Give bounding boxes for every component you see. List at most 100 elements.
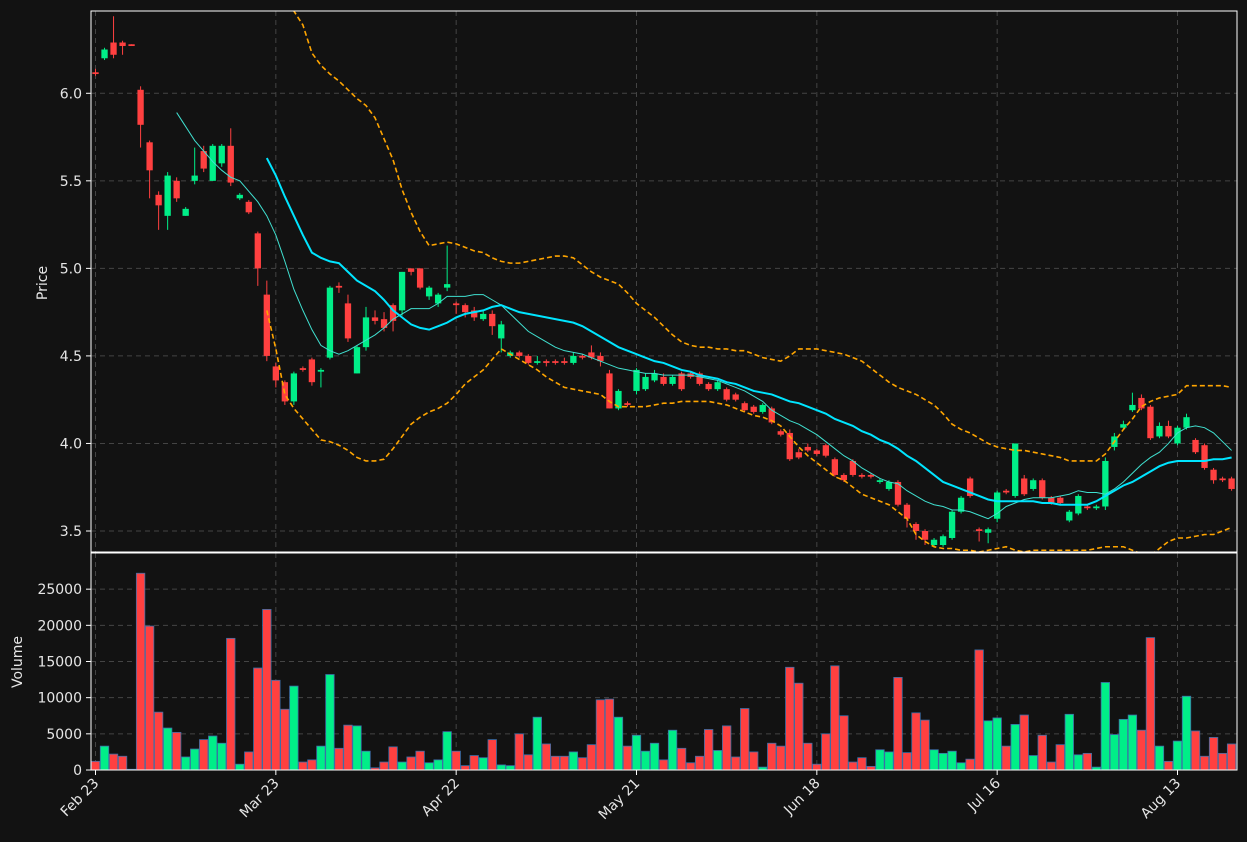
volume-bar xyxy=(226,637,236,771)
volume-bar xyxy=(577,757,588,771)
candle-body xyxy=(489,313,496,327)
candle-body xyxy=(840,474,848,481)
candle-body xyxy=(462,305,469,313)
candle-body xyxy=(92,72,99,75)
volume-bar xyxy=(821,733,831,771)
candle-body xyxy=(326,287,334,358)
overlay-line xyxy=(176,112,1232,520)
candle-body xyxy=(434,294,442,304)
volume-bar xyxy=(99,745,110,771)
candle-body xyxy=(1129,404,1136,411)
candle-body xyxy=(1057,497,1064,503)
candle-body xyxy=(994,492,1001,519)
volume-bar xyxy=(749,751,759,771)
candle-body xyxy=(921,530,929,540)
price-frame xyxy=(90,10,1238,553)
candle-body xyxy=(606,373,613,409)
candle-body xyxy=(227,145,234,183)
candle-body xyxy=(236,194,243,199)
volume-bar xyxy=(1154,745,1165,771)
candle-body xyxy=(1147,406,1154,439)
candle-body xyxy=(525,355,532,363)
volume-bar xyxy=(1118,718,1129,771)
candle-body xyxy=(678,373,685,390)
candle-body xyxy=(380,319,388,328)
volume-bar xyxy=(550,755,560,771)
candle-body xyxy=(894,481,902,505)
candle-body xyxy=(1084,506,1091,509)
candle-body xyxy=(1093,506,1100,509)
candle-body xyxy=(1165,425,1172,437)
candle-body xyxy=(867,474,875,477)
volume-tick-label: 15000 xyxy=(37,655,82,671)
candle-body xyxy=(786,432,793,460)
volume-tick-label: 25000 xyxy=(37,582,82,598)
candle-body xyxy=(804,446,811,451)
candle-body xyxy=(453,303,460,306)
candle-body xyxy=(822,445,830,456)
candle-body xyxy=(1102,460,1109,507)
volume-bar xyxy=(902,752,912,771)
volume-bar xyxy=(1064,713,1074,771)
volume-bar xyxy=(586,744,597,771)
overlay-line xyxy=(293,11,1232,462)
volume-bar xyxy=(658,759,669,771)
candle-body xyxy=(1183,417,1190,428)
volume-bar xyxy=(478,757,488,771)
volume-bar xyxy=(803,742,813,771)
candle-body xyxy=(146,142,153,171)
volume-bar xyxy=(956,762,966,771)
volume-bar xyxy=(1028,755,1038,771)
volume-bar xyxy=(451,750,461,771)
volume-bar xyxy=(181,756,191,771)
volume-bar xyxy=(722,725,732,771)
candle-body xyxy=(191,175,198,181)
candle-body xyxy=(471,310,478,318)
volume-bar xyxy=(523,754,533,771)
candle-body xyxy=(128,44,135,47)
candle-body xyxy=(741,403,748,411)
candle-body xyxy=(1201,445,1208,468)
volume-bar xyxy=(1145,637,1156,771)
candle-body xyxy=(1228,478,1235,489)
volume-bar xyxy=(117,755,128,771)
candle-body xyxy=(110,42,117,55)
candle-body xyxy=(633,369,640,391)
volume-bar xyxy=(280,708,290,771)
volume-bar xyxy=(361,750,371,771)
volume-tick-label: 5000 xyxy=(46,727,82,743)
volume-bar xyxy=(541,743,551,771)
volume-bar xyxy=(496,764,506,771)
candle-body xyxy=(660,376,667,384)
volume-bar xyxy=(920,719,930,771)
candle-body xyxy=(552,361,559,363)
candle-body xyxy=(705,383,712,390)
volume-bar xyxy=(703,729,714,771)
volume-axis-label: Volume xyxy=(10,636,26,688)
volume-bar xyxy=(1190,730,1201,771)
candle-body xyxy=(777,431,784,435)
volume-bar xyxy=(235,763,245,771)
price-tick-label: 4.0 xyxy=(60,436,82,452)
volume-bar xyxy=(866,765,876,771)
candle-body xyxy=(795,452,802,458)
volume-bar xyxy=(460,765,470,771)
candle-body xyxy=(1219,478,1226,481)
candle-body xyxy=(218,145,225,164)
price-axis-label: Price xyxy=(35,266,51,300)
candle-body xyxy=(1120,424,1127,428)
overlay-line xyxy=(265,157,1232,506)
volume-bar xyxy=(1199,755,1210,771)
candle-body xyxy=(480,313,487,320)
volume-bar xyxy=(262,609,272,771)
candle-body xyxy=(119,42,126,47)
candle-body xyxy=(885,481,893,489)
candle-body xyxy=(209,145,216,181)
candle-body xyxy=(416,268,424,288)
price-tick-label: 5.0 xyxy=(60,261,82,277)
candle-body xyxy=(182,208,189,216)
candle-body xyxy=(173,180,180,199)
candle-body xyxy=(308,359,316,383)
candle-body xyxy=(849,460,857,475)
candle-body xyxy=(975,529,983,531)
